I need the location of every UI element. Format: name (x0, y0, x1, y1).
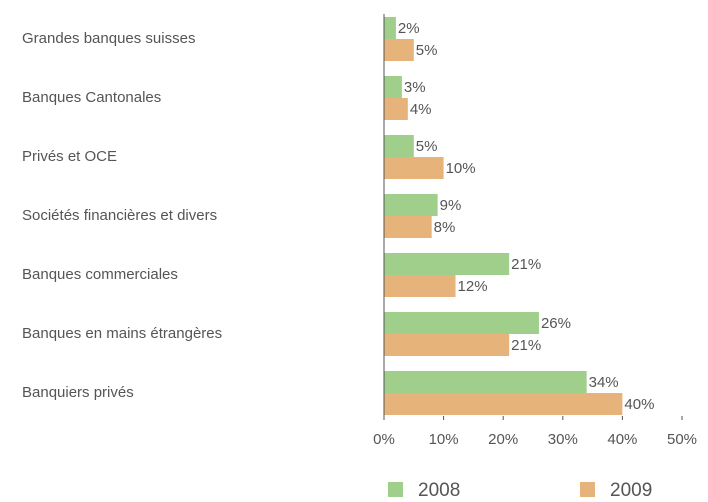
data-label: 12% (458, 278, 488, 295)
data-label: 21% (511, 337, 541, 354)
data-label: 10% (446, 160, 476, 177)
legend-swatch (580, 482, 595, 497)
bar (384, 17, 396, 39)
bar (384, 393, 623, 415)
category-label: Banquiers privés (22, 384, 134, 401)
category-label: Privés et OCE (22, 148, 117, 165)
category-label: Grandes banques suisses (22, 30, 195, 47)
category-label: Banques Cantonales (22, 89, 161, 106)
x-tick-label: 30% (548, 431, 578, 448)
bar (384, 275, 456, 297)
bar (384, 312, 539, 334)
bar (384, 371, 587, 393)
data-label: 9% (440, 197, 462, 214)
x-tick-label: 20% (488, 431, 518, 448)
x-tick-label: 40% (607, 431, 637, 448)
legend-swatch (388, 482, 403, 497)
bar (384, 39, 414, 61)
data-label: 40% (624, 396, 654, 413)
x-tick-label: 0% (373, 431, 395, 448)
data-label: 3% (404, 79, 426, 96)
bar (384, 216, 432, 238)
bar (384, 253, 510, 275)
bar (384, 135, 414, 157)
data-label: 5% (416, 138, 438, 155)
data-label: 8% (434, 219, 456, 236)
bar (384, 76, 402, 98)
data-label: 34% (589, 374, 619, 391)
bar (384, 194, 438, 216)
data-label: 5% (416, 42, 438, 59)
category-label: Sociétés financières et divers (22, 207, 217, 224)
data-label: 4% (410, 101, 432, 118)
x-tick-label: 10% (429, 431, 459, 448)
data-label: 26% (541, 315, 571, 332)
x-tick-label: 50% (667, 431, 697, 448)
legend-label: 2009 (610, 480, 652, 501)
legend-label: 2008 (418, 480, 460, 501)
data-label: 21% (511, 256, 541, 273)
category-label: Banques en mains étrangères (22, 325, 222, 342)
data-label: 2% (398, 20, 420, 37)
bar (384, 98, 408, 120)
category-label: Banques commerciales (22, 266, 178, 283)
bar (384, 334, 510, 356)
bar (384, 157, 444, 179)
